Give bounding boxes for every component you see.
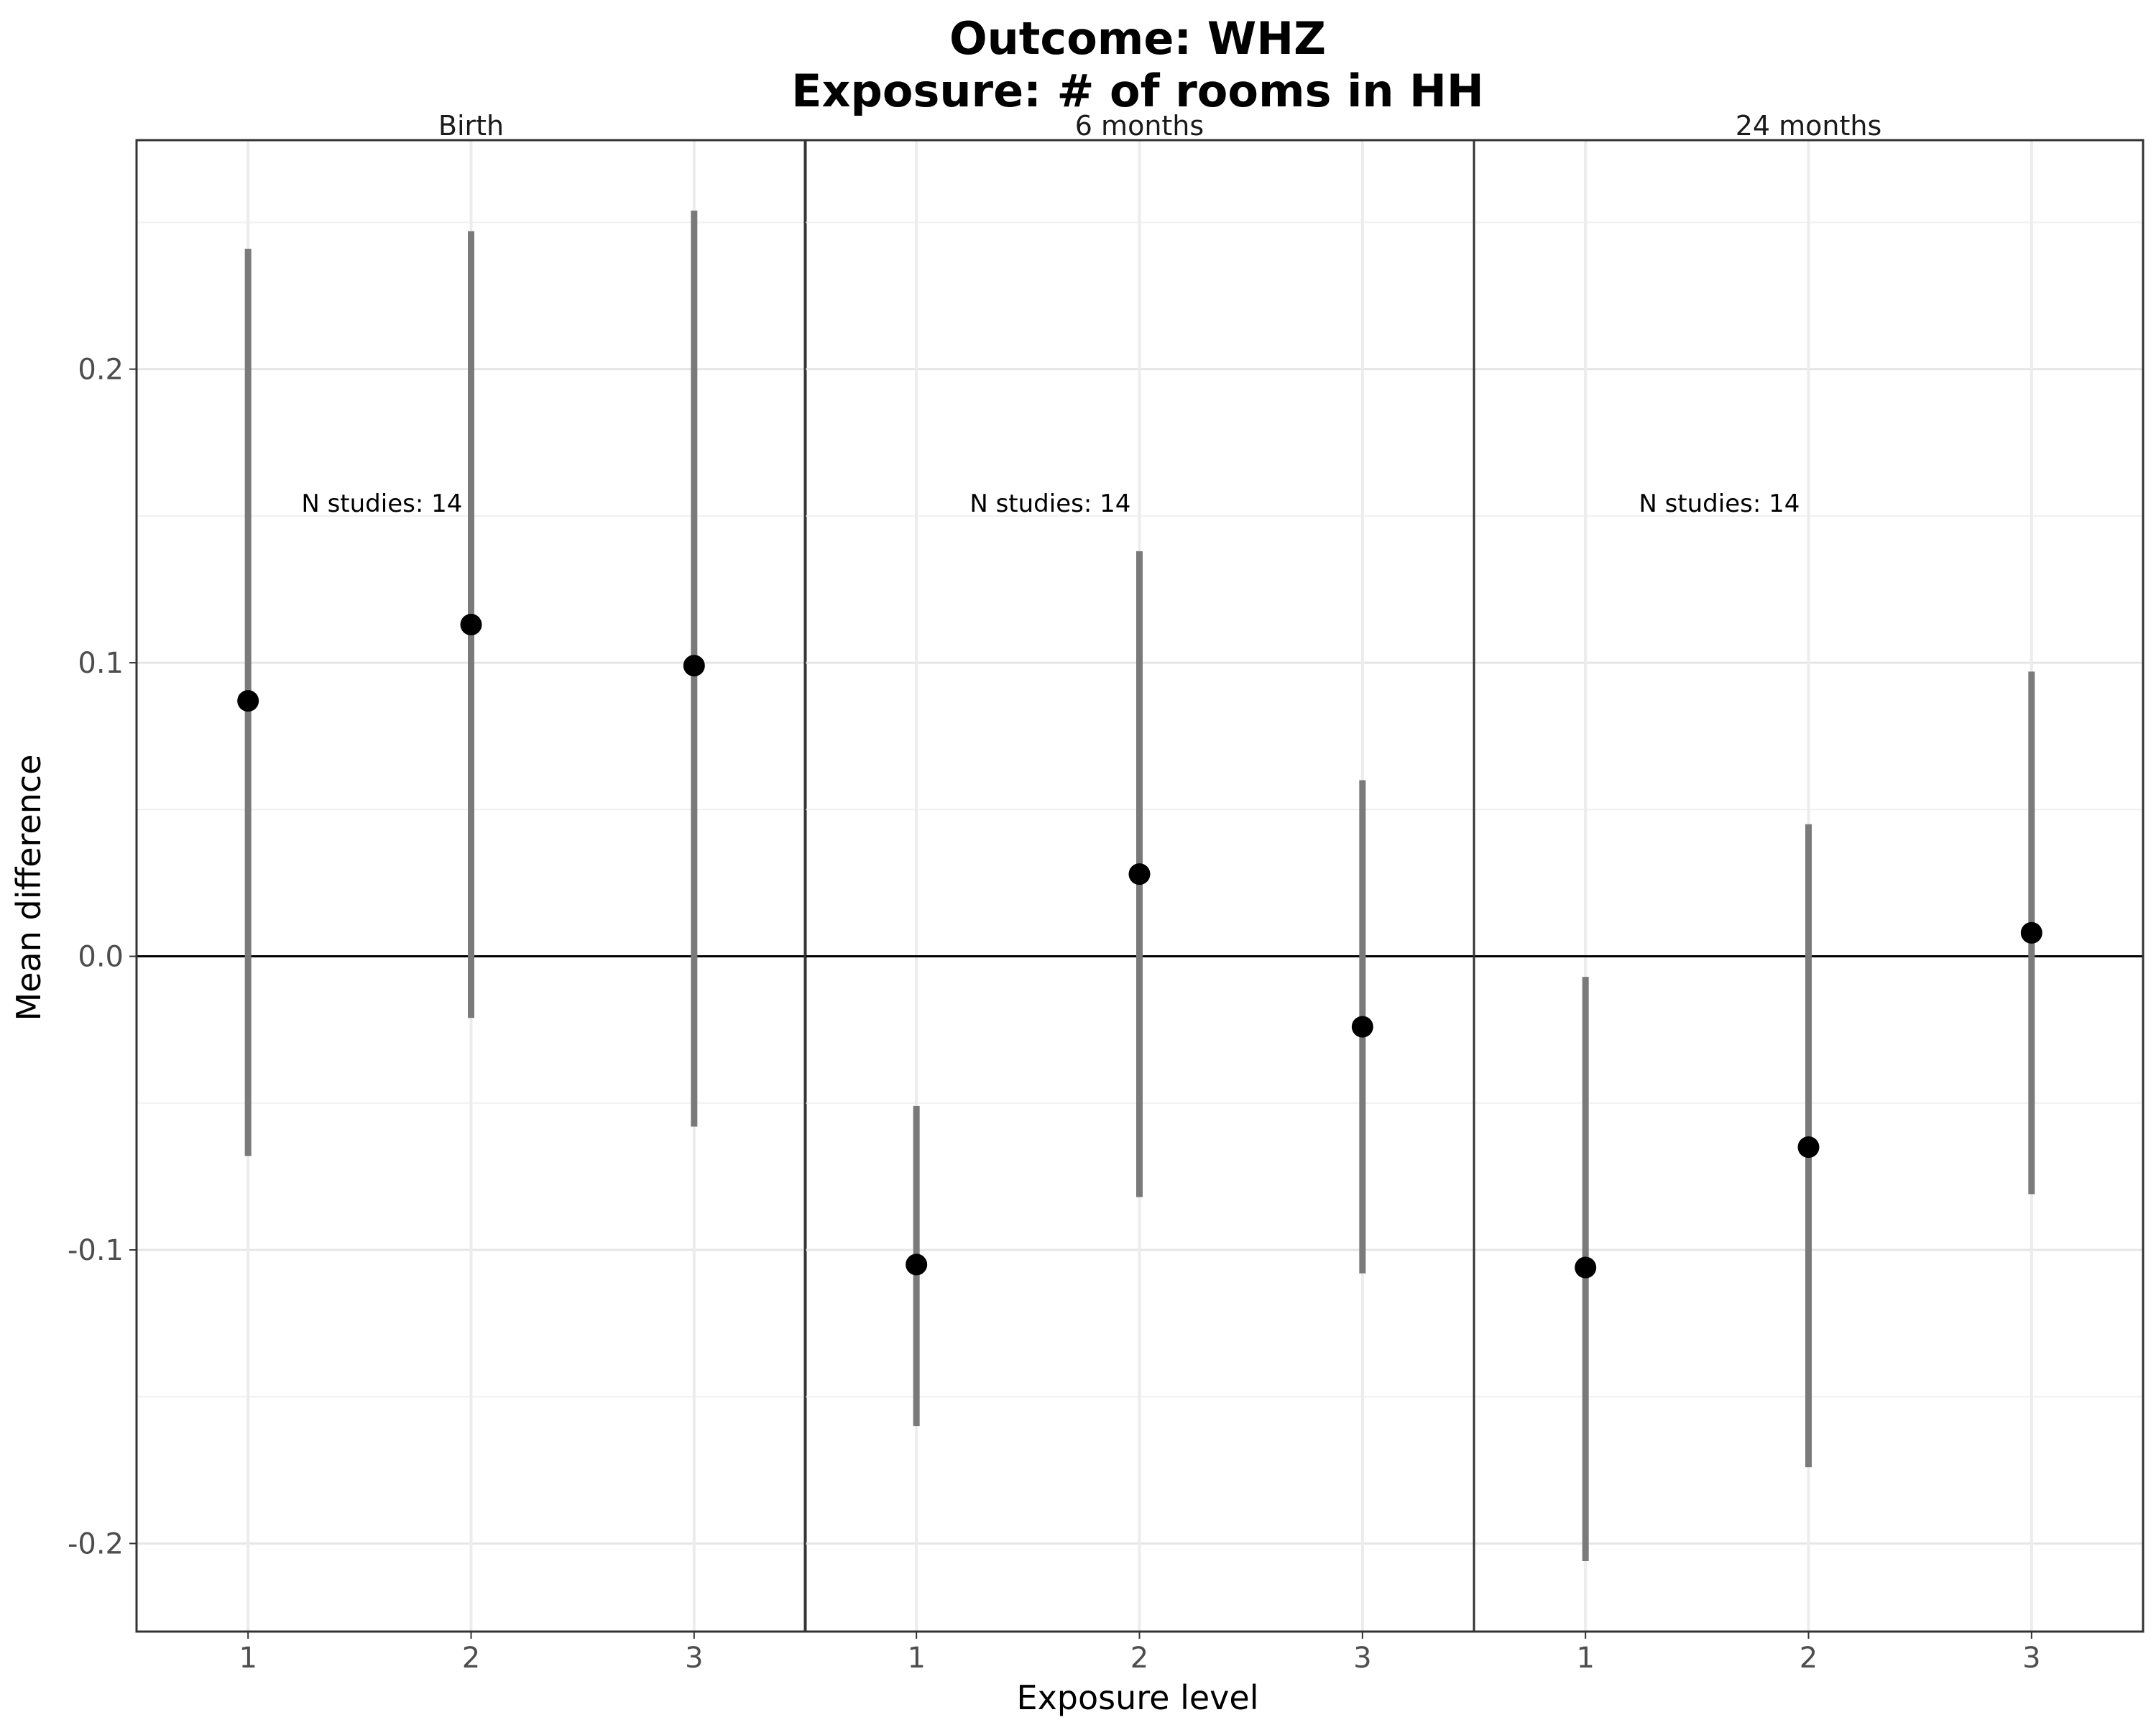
y-tick-label: 0.0 (78, 941, 124, 974)
x-tick-label: 2 (462, 1642, 480, 1675)
y-tick-label: 0.1 (78, 647, 124, 680)
x-tick-label: 2 (1800, 1642, 1818, 1675)
y-tick-label: 0.2 (78, 354, 124, 387)
facet-panel: N studies: 14 Birth 1 2 3 (135, 110, 807, 1675)
point-estimate (1351, 1016, 1373, 1038)
facet-strip-label: 6 months (1075, 110, 1204, 142)
x-tick-label: 2 (1130, 1642, 1148, 1675)
x-axis-label: Exposure level (1017, 1678, 1259, 1717)
x-tick-label: 3 (685, 1642, 703, 1675)
x-tick-label: 3 (1353, 1642, 1371, 1675)
x-tick-label: 1 (239, 1642, 257, 1675)
point-estimate (460, 613, 482, 635)
n-studies-annotation: N studies: 14 (969, 489, 1130, 518)
point-estimate (906, 1254, 928, 1276)
facet-panel: N studies: 14 6 months 1 2 3 (803, 110, 1475, 1675)
point-estimate (1128, 863, 1151, 886)
point-estimate (2020, 921, 2042, 944)
point-estimate (1797, 1136, 1820, 1159)
n-studies-annotation: N studies: 14 (301, 489, 462, 518)
facet-strip-label: Birth (438, 110, 504, 142)
point-estimate (1575, 1256, 1597, 1279)
point-estimate (683, 655, 705, 677)
y-tick-label: -0.2 (68, 1527, 124, 1560)
x-tick-label: 1 (907, 1642, 925, 1675)
n-studies-annotation: N studies: 14 (1639, 489, 1800, 518)
y-axis-label: Mean difference (9, 755, 48, 1021)
chart-title-line-2: Exposure: # of rooms in HH (791, 65, 1484, 117)
facet-panels: N studies: 14 Birth 1 2 3 N studies: 14 6 mont… (135, 110, 2145, 1675)
facet-panel: N studies: 14 24 months 1 2 3 (1473, 110, 2145, 1675)
chart-title-line-1: Outcome: WHZ (949, 12, 1326, 65)
y-axis: -0.2 -0.1 0.0 0.1 0.2 (68, 354, 137, 1560)
x-tick-label: 1 (1576, 1642, 1594, 1675)
y-tick-label: -0.1 (68, 1234, 124, 1267)
facet-strip-label: 24 months (1736, 110, 1882, 142)
point-estimate (237, 690, 259, 712)
x-tick-label: 3 (2022, 1642, 2040, 1675)
